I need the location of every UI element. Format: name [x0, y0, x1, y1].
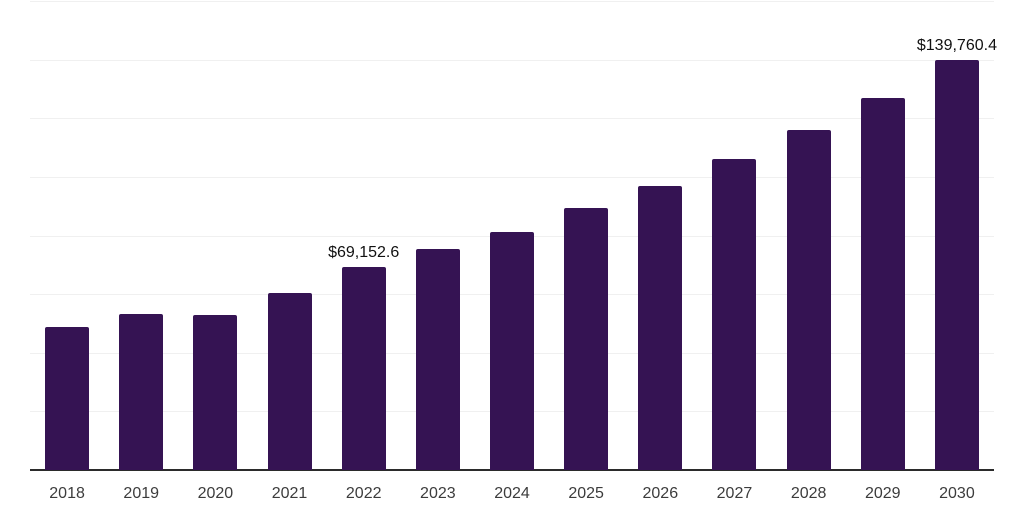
bar-2020[interactable]	[193, 315, 238, 470]
data-label-2022: $69,152.6	[328, 244, 400, 262]
bar-2025[interactable]	[564, 207, 609, 470]
x-tick-2019: 2019	[123, 485, 160, 502]
bar-2018[interactable]	[45, 327, 90, 470]
x-tick-2021: 2021	[271, 485, 308, 502]
bar-2027[interactable]	[712, 159, 757, 470]
x-tick-2025: 2025	[568, 485, 604, 502]
gridline-160000	[30, 1, 994, 2]
gridline-140000	[30, 59, 994, 61]
x-tick-2029: 2029	[864, 485, 901, 502]
bar-2030[interactable]	[934, 60, 979, 470]
bar-2021[interactable]	[267, 293, 312, 470]
x-tick-2023: 2023	[420, 485, 456, 502]
gridline-120000	[30, 118, 994, 120]
bar-2024[interactable]	[490, 232, 534, 470]
bar-2028[interactable]	[786, 130, 831, 470]
bar-2029[interactable]	[860, 98, 905, 470]
x-tick-2028: 2028	[790, 485, 827, 502]
x-axis-line	[30, 469, 994, 471]
x-tick-2020: 2020	[197, 485, 234, 502]
bar-2022[interactable]	[341, 267, 386, 470]
x-tick-2022: 2022	[345, 485, 382, 502]
bar-2026[interactable]	[638, 185, 683, 470]
bar-2019[interactable]	[119, 314, 164, 470]
x-tick-2026: 2026	[642, 485, 679, 502]
gridline-100000	[30, 176, 994, 178]
x-tick-2024: 2024	[494, 485, 530, 502]
x-tick-2030: 2030	[939, 485, 975, 502]
data-label-2030: $139,760.4	[916, 37, 997, 55]
x-tick-2018: 2018	[49, 485, 85, 502]
x-tick-2027: 2027	[716, 485, 753, 502]
bar-2023[interactable]	[415, 249, 460, 470]
